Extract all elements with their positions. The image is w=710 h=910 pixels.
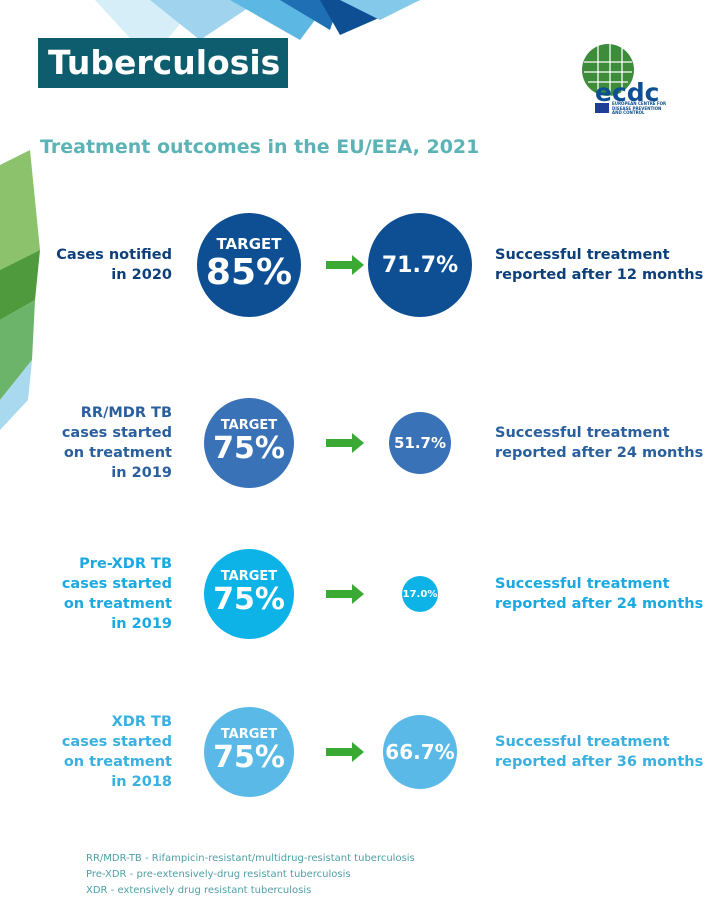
outcome-line: reported after 24 months (495, 596, 704, 612)
subtitle: Treatment outcomes in the EU/EEA, 2021 (40, 136, 480, 158)
arrow (326, 255, 364, 275)
target-value: 75% (213, 740, 285, 776)
row-label-line: XDR TB (111, 714, 172, 730)
result-value: 71.7% (381, 252, 459, 278)
target-label: TARGET (220, 418, 278, 434)
outcome: Successful treatment reported after 36 mo… (495, 732, 703, 772)
result-value: 17.0% (402, 588, 438, 600)
arrow (326, 433, 364, 453)
row-label-line: on treatment (63, 596, 172, 612)
target-label: TARGET (216, 234, 282, 253)
row-label-line: cases started (61, 576, 172, 592)
row-label: RR/MDR TB cases started on treatment in 201… (62, 403, 172, 483)
target-label: TARGET (220, 569, 278, 585)
outcome-line: reported after 24 months (495, 445, 704, 461)
logo-caption-line: AND CONTROL (612, 110, 645, 115)
row-label-line: on treatment (63, 445, 172, 461)
target-label: TARGET (220, 727, 278, 743)
target-circle: TARGET 85% (197, 213, 301, 317)
result-circle: 17.0% (402, 576, 438, 612)
target-value: 85% (205, 251, 293, 293)
logo-caption: EUROPEAN CENTRE FOR DISEASE PREVENTION AND… (612, 101, 667, 116)
outcome-line: Successful treatment (495, 247, 670, 263)
result-circle: 51.7% (389, 412, 451, 474)
result-circle: 66.7% (383, 715, 457, 789)
logo-globe (582, 44, 634, 96)
logo-text: ecdc (595, 78, 660, 107)
row-label-line: cases started (61, 425, 172, 441)
logo-caption-line: EUROPEAN CENTRE FOR (612, 101, 667, 106)
outcome-line: reported after 12 months (495, 267, 704, 283)
footnote: Pre-XDR - pre-extensively-drug resistant… (86, 869, 351, 880)
outcome-line: Successful treatment (495, 734, 670, 750)
target-circle: TARGET 75% (204, 398, 294, 488)
result-value: 66.7% (385, 740, 455, 764)
row-label: Pre-XDR TB cases started on treatment in 20… (62, 554, 172, 634)
row-label-line: in 2019 (111, 465, 172, 481)
target-circle: TARGET 75% (204, 707, 294, 797)
target-circle: TARGET 75% (204, 549, 294, 639)
logo-caption-line: DISEASE PREVENTION (612, 105, 662, 111)
row-label-line: on treatment (63, 754, 172, 770)
outcome-line: Successful treatment (495, 576, 670, 592)
outcome-line: reported after 36 months (495, 754, 704, 770)
row-label-line: Cases notified (56, 247, 172, 263)
row-label-line: in 2019 (111, 616, 172, 632)
footnote: RR/MDR-TB - Rifampicin-resistant/multidr… (86, 853, 415, 864)
outcome-line: Successful treatment (495, 425, 670, 441)
result-value: 51.7% (393, 434, 447, 452)
row-label: Cases notified in 2020 (56, 245, 172, 285)
result-circle: 71.7% (368, 213, 472, 317)
title: Tuberculosis (38, 38, 288, 88)
target-value: 75% (213, 431, 285, 467)
arrow (326, 584, 364, 604)
row-label-line: in 2018 (111, 774, 172, 790)
outcome: Successful treatment reported after 24 mo… (495, 574, 703, 614)
arrow (326, 742, 364, 762)
outcome: Successful treatment reported after 24 mo… (495, 423, 703, 463)
row-label-line: in 2020 (111, 267, 172, 283)
outcome: Successful treatment reported after 12 mo… (495, 245, 703, 285)
row-label-line: Pre-XDR TB (79, 556, 172, 572)
row-label-line: cases started (61, 734, 172, 750)
footnote: XDR - extensively drug resistant tubercu… (86, 885, 312, 896)
row-label-line: RR/MDR TB (80, 405, 172, 421)
row-label: XDR TB cases started on treatment in 2018 (62, 712, 172, 792)
target-value: 75% (213, 582, 285, 618)
